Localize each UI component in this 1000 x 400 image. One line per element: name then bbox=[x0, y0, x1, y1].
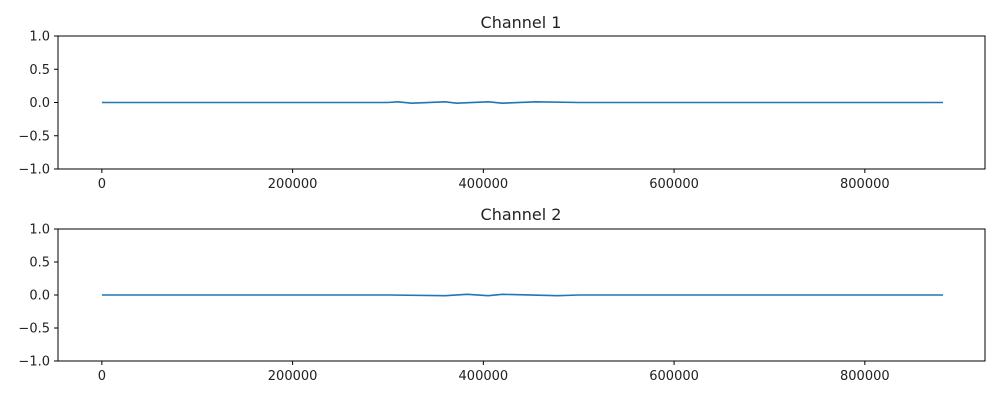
channel-2-y-tick-label: −1.0 bbox=[18, 355, 50, 370]
channel-1-x-tick-label: 0 bbox=[98, 177, 106, 192]
channel-2-x-tick-label: 0 bbox=[98, 369, 106, 384]
channel-1-x-tick-label: 800000 bbox=[840, 177, 890, 192]
channel-1-y-tick-label: −0.5 bbox=[18, 129, 50, 144]
channel-1-y-tick-label: 1.0 bbox=[29, 30, 50, 45]
channel-2-x-tick-label: 600000 bbox=[649, 369, 699, 384]
channel-2-y-tick-label: 1.0 bbox=[29, 223, 50, 238]
channel-2-y-tick-label: 0.5 bbox=[29, 256, 50, 271]
channel-1-series-line bbox=[101, 101, 944, 104]
channel-2-y-tick-label: −0.5 bbox=[18, 322, 50, 337]
channel-2-x-tick-label: 200000 bbox=[268, 369, 318, 384]
channel-2-x-tick-label: 800000 bbox=[840, 369, 890, 384]
channel-1-chart: Channel 1 0 200000 400000 600000 800000 1.0 0.… bbox=[18, 13, 986, 192]
channel-2-chart: Channel 2 0 200000 400000 600000 800000 1.0 0.… bbox=[18, 205, 986, 384]
channel-1-y-tick-label: −1.0 bbox=[18, 163, 50, 178]
channel-1-x-tick-label: 400000 bbox=[459, 177, 509, 192]
channel-1-y-tick-label: 0.0 bbox=[29, 96, 50, 111]
channel-1-x-tick-label: 600000 bbox=[649, 177, 699, 192]
channel-2-y-tick-label: 0.0 bbox=[29, 289, 50, 304]
channel-1-title: Channel 1 bbox=[481, 13, 562, 32]
channel-2-series-line bbox=[101, 293, 944, 297]
channel-2-x-tick-label: 400000 bbox=[459, 369, 509, 384]
channel-1-y-tick-label: 0.5 bbox=[29, 63, 50, 78]
channel-1-x-tick-label: 200000 bbox=[268, 177, 318, 192]
channel-2-title: Channel 2 bbox=[481, 205, 562, 224]
